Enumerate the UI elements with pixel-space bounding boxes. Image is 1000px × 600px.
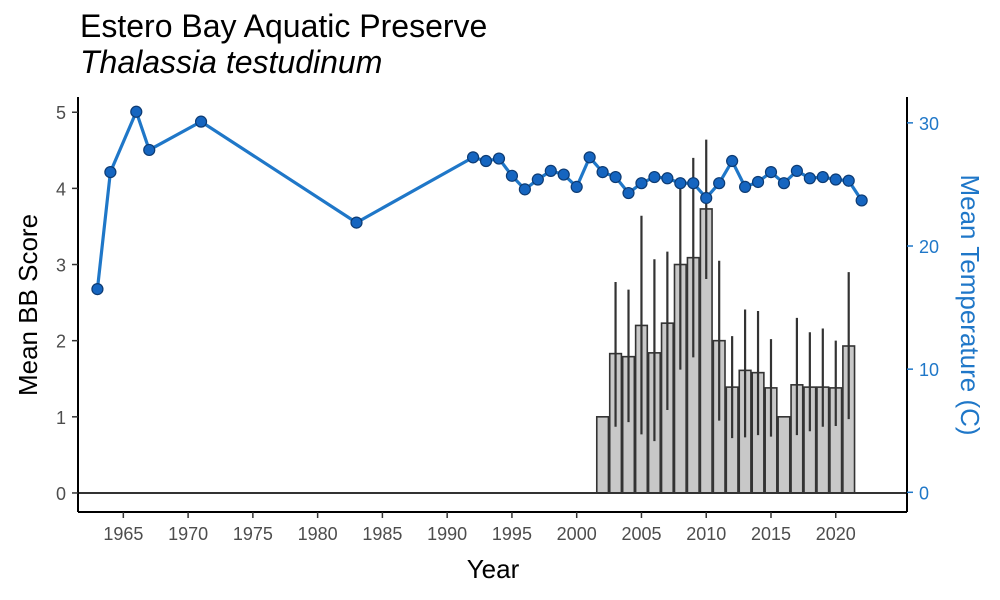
temp-point-1996: [518, 183, 531, 196]
temp-point-2002: [596, 166, 609, 179]
temp-point-1967: [143, 143, 156, 157]
y2-tick-label-20: 20: [919, 237, 939, 257]
temperature-points-layer: [91, 105, 868, 296]
temp-point-2006: [648, 170, 661, 184]
temp-point-1997: [531, 173, 544, 186]
x-tick-label-1995: 1995: [492, 524, 532, 544]
y-tick-label-5: 5: [56, 103, 66, 123]
temp-point-2017: [790, 164, 803, 177]
bars-layer: [595, 208, 856, 494]
x-tick-label-2000: 2000: [557, 524, 597, 544]
temp-point-2019: [816, 170, 829, 184]
temp-point-1994: [492, 152, 506, 165]
temp-point-2012: [726, 154, 739, 168]
temp-point-1963: [91, 283, 104, 296]
error-bars-layer: [614, 139, 850, 442]
y-tick-label-0: 0: [56, 484, 66, 504]
temperature-line: [95, 110, 863, 290]
temp-point-2005: [635, 177, 648, 190]
temp-point-2014: [751, 175, 765, 189]
temp-point-2021: [842, 174, 855, 187]
x-tick-label-2020: 2020: [816, 524, 856, 544]
y-tick-label-1: 1: [56, 408, 66, 428]
temp-point-1964: [104, 166, 117, 179]
y2-tick-label-10: 10: [919, 360, 939, 380]
temp-point-1971: [194, 115, 208, 128]
temp-point-1999: [557, 168, 570, 181]
y2-tick-label-30: 30: [919, 114, 939, 134]
chart-subtitle: Thalassia testudinum: [80, 44, 383, 80]
temp-point-2022: [855, 194, 868, 207]
x-tick-label-1975: 1975: [233, 524, 273, 544]
temp-point-1983: [350, 216, 363, 229]
y-tick-label-2: 2: [56, 332, 66, 352]
bar-2002: [595, 416, 610, 494]
x-tick-label-2015: 2015: [751, 524, 791, 544]
temp-point-2018: [803, 172, 816, 185]
bar-2016: [777, 416, 791, 494]
y-tick-label-4: 4: [56, 179, 66, 199]
temp-point-2003: [609, 170, 622, 184]
x-tick-label-2010: 2010: [686, 524, 726, 544]
temp-point-2010: [700, 191, 713, 205]
axes-layer: 0 1 2 3 4 5 1965 1970 1975 1980 1985 1990 1995 2000 20…: [56, 97, 939, 544]
temp-point-1992: [466, 151, 480, 164]
y-axis-title: Mean BB Score: [13, 214, 43, 396]
temp-point-2009: [687, 177, 700, 190]
temp-point-2000: [570, 180, 583, 193]
temp-point-2020: [829, 173, 842, 186]
chart-title: Estero Bay Aquatic Preserve: [80, 8, 488, 44]
temp-point-2001: [583, 151, 596, 164]
temp-point-2011: [713, 177, 726, 190]
temp-point-2007: [661, 172, 674, 185]
x-axis-title: Year: [467, 554, 520, 584]
x-tick-label-1980: 1980: [298, 524, 338, 544]
temp-point-1966: [130, 105, 143, 118]
y2-tick-label-0: 0: [919, 483, 929, 503]
temp-point-2004: [622, 186, 635, 200]
x-tick-label-1970: 1970: [168, 524, 208, 544]
temp-point-2008: [674, 177, 687, 190]
x-tick-label-1985: 1985: [362, 524, 402, 544]
temp-point-1993: [479, 154, 493, 168]
temp-point-1998: [544, 164, 557, 177]
x-tick-label-1965: 1965: [103, 524, 143, 544]
temp-point-2016: [777, 177, 791, 190]
temp-point-1995: [505, 169, 519, 182]
x-tick-label-2005: 2005: [621, 524, 661, 544]
y2-axis-title: Mean Temperature (C): [955, 174, 985, 435]
temp-point-2015: [764, 166, 778, 179]
x-tick-label-1990: 1990: [427, 524, 467, 544]
temp-point-2013: [738, 180, 752, 193]
y-tick-label-3: 3: [56, 256, 66, 276]
